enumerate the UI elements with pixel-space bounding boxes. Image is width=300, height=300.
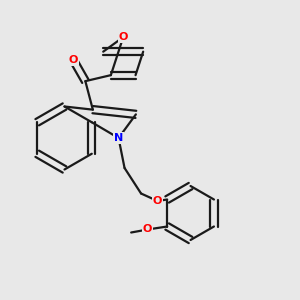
Text: O: O — [143, 224, 152, 235]
Text: N: N — [114, 133, 123, 143]
Text: O: O — [118, 32, 128, 42]
Text: O: O — [69, 55, 78, 65]
Text: O: O — [153, 196, 162, 206]
